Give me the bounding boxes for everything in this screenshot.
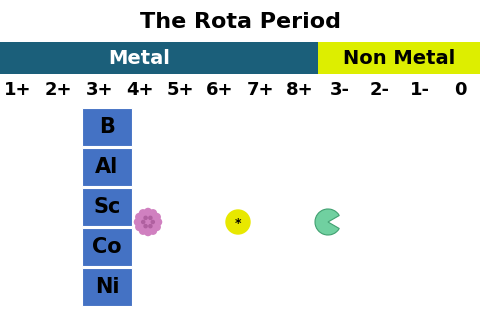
Text: 4+: 4+	[126, 81, 154, 99]
Circle shape	[136, 210, 160, 234]
Circle shape	[144, 229, 151, 236]
Bar	[82, 108, 132, 146]
Text: 3-: 3-	[330, 81, 350, 99]
Text: 1-: 1-	[410, 81, 430, 99]
Wedge shape	[315, 209, 339, 235]
Circle shape	[150, 210, 156, 217]
Bar	[82, 148, 132, 186]
Text: Co: Co	[92, 237, 122, 257]
Circle shape	[149, 225, 152, 228]
Circle shape	[155, 219, 162, 225]
Text: Non Metal: Non Metal	[343, 49, 455, 68]
Circle shape	[151, 220, 155, 224]
Bar	[318, 42, 480, 74]
Circle shape	[154, 213, 160, 220]
Bar	[82, 188, 132, 226]
Bar	[0, 42, 318, 74]
Text: The Rota Period: The Rota Period	[140, 12, 340, 32]
Bar	[82, 268, 132, 306]
Bar	[82, 228, 132, 266]
Text: Ni: Ni	[95, 277, 119, 297]
Text: 8+: 8+	[286, 81, 314, 99]
Text: *: *	[235, 217, 241, 229]
Text: Sc: Sc	[93, 197, 120, 217]
Circle shape	[150, 228, 156, 234]
Circle shape	[140, 210, 146, 217]
Text: B: B	[99, 117, 115, 137]
Text: Metal: Metal	[108, 49, 170, 68]
Text: Al: Al	[96, 157, 119, 177]
Circle shape	[226, 210, 250, 234]
Circle shape	[136, 224, 143, 230]
Circle shape	[144, 225, 147, 228]
Text: 0: 0	[454, 81, 466, 99]
Circle shape	[140, 228, 146, 234]
Text: 5+: 5+	[166, 81, 194, 99]
Text: 7+: 7+	[246, 81, 274, 99]
Text: 6+: 6+	[206, 81, 234, 99]
Text: 2-: 2-	[370, 81, 390, 99]
Text: 3+: 3+	[86, 81, 114, 99]
Text: 2+: 2+	[44, 81, 72, 99]
Circle shape	[136, 213, 143, 220]
Circle shape	[134, 219, 141, 225]
Circle shape	[154, 224, 160, 230]
Circle shape	[142, 220, 145, 224]
Circle shape	[144, 216, 147, 220]
Text: 1+: 1+	[4, 81, 32, 99]
Circle shape	[144, 208, 151, 215]
Circle shape	[149, 216, 152, 220]
